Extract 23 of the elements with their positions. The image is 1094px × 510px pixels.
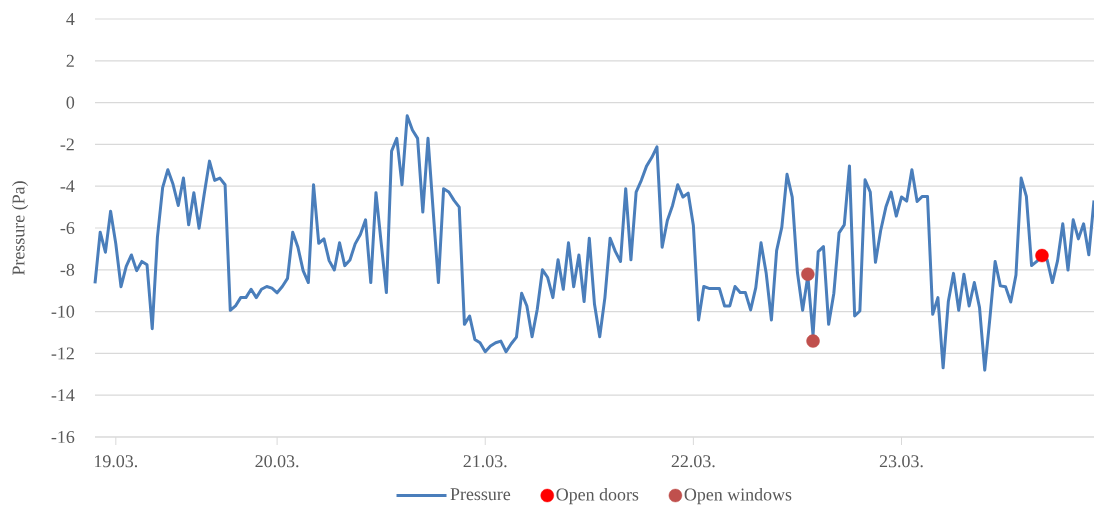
legend-label: Open windows bbox=[684, 487, 792, 505]
point bbox=[801, 267, 815, 281]
legend-label: Pressure bbox=[450, 488, 511, 501]
y-tick-label: -2 bbox=[60, 138, 74, 151]
x-tick-label: 23.03. bbox=[879, 455, 923, 468]
legend-label: Open doors bbox=[556, 487, 639, 505]
x-tick-label: 19.03. bbox=[94, 455, 138, 468]
y-tick-label: -16 bbox=[51, 430, 75, 444]
y-tick-label: -6 bbox=[60, 221, 75, 235]
y-tick-label: -4 bbox=[60, 180, 75, 193]
point bbox=[806, 334, 820, 348]
y-tick-label: 0 bbox=[66, 96, 75, 109]
x-tick-label: 22.03. bbox=[671, 455, 715, 468]
y-tick-label: -10 bbox=[51, 305, 75, 318]
x-tick-label: 21.03. bbox=[463, 455, 507, 468]
y-tick-label: -14 bbox=[51, 389, 75, 402]
point bbox=[1035, 248, 1049, 263]
y-axis-title: Pressure (Pa) bbox=[11, 181, 29, 276]
y-tick-label: 2 bbox=[66, 54, 74, 67]
x-tick-label: 20.03. bbox=[255, 455, 299, 468]
y-tick-label: 4 bbox=[66, 13, 75, 25]
y-tick-label: -12 bbox=[51, 347, 74, 360]
y-tick-label: -8 bbox=[60, 263, 75, 276]
